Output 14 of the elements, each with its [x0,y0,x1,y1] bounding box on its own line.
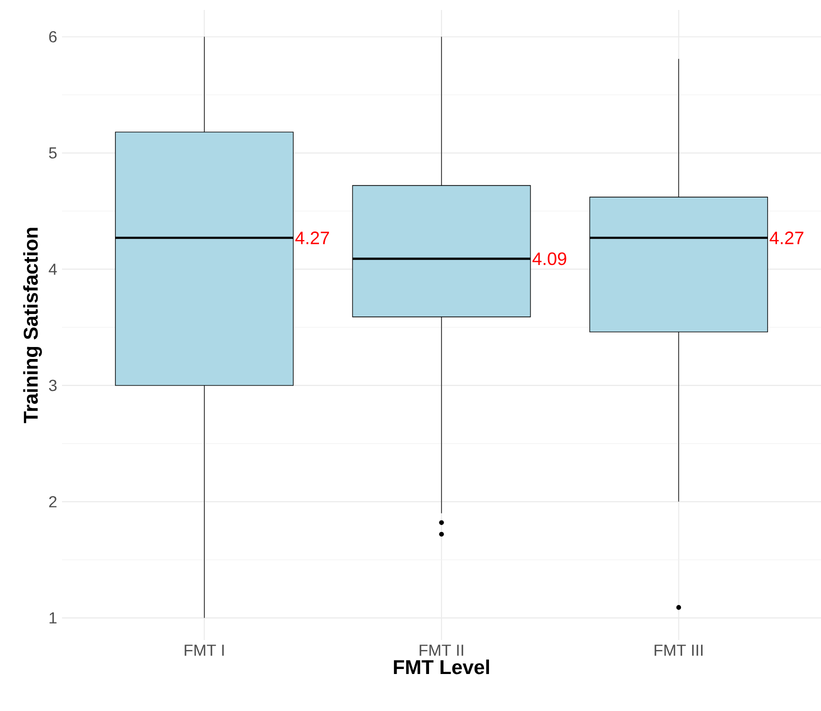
y-tick-label: 4 [48,264,57,275]
annotation: 4.27 [295,232,329,244]
annotation: 4.09 [532,252,566,266]
x-tick-label: FMT III [654,644,703,656]
y-axis-title: Training Satisfaction [23,228,42,424]
y-tick-label: 3 [49,380,57,392]
annotation: 4.27 [770,232,804,244]
y-tick-label: 5 [49,147,57,159]
x-axis-title: FMT Level [394,660,489,674]
x-tick-label: FMT I [184,644,224,656]
y-tick-label: 2 [49,496,56,508]
y-tick-label: 6 [49,31,57,42]
y-tick-label: 1 [50,612,57,624]
x-tick-label: FMT II [420,644,464,656]
